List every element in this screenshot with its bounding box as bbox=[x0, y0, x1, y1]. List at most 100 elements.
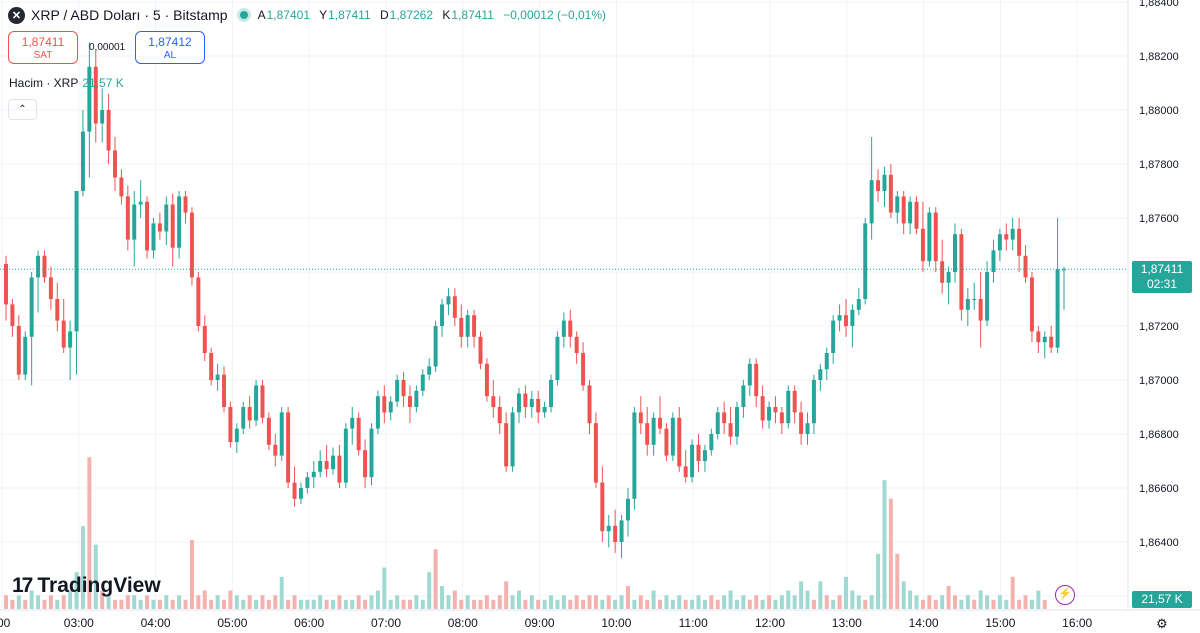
candle-body bbox=[529, 398, 534, 407]
volume-bar bbox=[574, 595, 579, 609]
volume-bar bbox=[888, 498, 893, 609]
candle-body bbox=[318, 461, 323, 472]
candle-body bbox=[260, 385, 265, 418]
candle-body bbox=[279, 412, 284, 456]
candle-body bbox=[292, 482, 297, 499]
volume-bar bbox=[164, 595, 169, 609]
price-tick-label: 1,88400 bbox=[1139, 0, 1179, 9]
ohlc-change: −0,00012 (−0,01%) bbox=[503, 8, 606, 22]
candle-body bbox=[933, 212, 938, 262]
candle-body bbox=[715, 412, 720, 434]
volume-bar bbox=[55, 599, 60, 609]
volume-bar bbox=[106, 595, 111, 609]
volume-bar bbox=[773, 599, 778, 609]
volume-bar bbox=[728, 590, 733, 609]
volume-bar bbox=[1023, 595, 1028, 609]
xrp-icon: ✕ bbox=[8, 6, 25, 24]
volume-bar bbox=[991, 599, 996, 609]
volume-bar bbox=[850, 590, 855, 609]
volume-bar bbox=[80, 526, 85, 609]
volume-bar bbox=[234, 595, 239, 609]
symbol-title[interactable]: XRP / ABD Doları · 5 · Bitstamp bbox=[31, 7, 228, 23]
volume-bar bbox=[318, 595, 323, 609]
candle-body bbox=[901, 196, 906, 224]
time-tick-label: :00 bbox=[0, 616, 11, 630]
volume-bar bbox=[856, 595, 861, 609]
volume-bar bbox=[202, 590, 207, 609]
volume-bar bbox=[10, 599, 15, 609]
candle-body bbox=[658, 417, 663, 429]
candle-body bbox=[722, 412, 727, 424]
volume-bar bbox=[215, 595, 220, 609]
time-axis[interactable]: :00 03:00 04:00 05:00 06:00 07:00 08:00 09:00 10… bbox=[0, 609, 1200, 630]
candle-body bbox=[613, 525, 618, 542]
candle-body bbox=[709, 434, 714, 451]
buy-button[interactable]: 1,87412 AL bbox=[135, 31, 205, 64]
buy-label: AL bbox=[163, 50, 177, 61]
candle-body bbox=[433, 326, 438, 367]
candle-body bbox=[55, 299, 60, 321]
volume-bar bbox=[632, 599, 637, 609]
candle-body bbox=[222, 374, 226, 407]
grid-lines bbox=[0, 0, 1128, 608]
volume-legend[interactable]: Hacim · XRP 21,57 K bbox=[9, 76, 124, 90]
tradingview-logo-icon: 17 bbox=[12, 574, 33, 597]
candle-body bbox=[696, 444, 701, 461]
candle-body bbox=[741, 385, 746, 407]
tradingview-logo[interactable]: 17 TradingView bbox=[12, 574, 161, 598]
volume-bar bbox=[145, 595, 150, 609]
volume-bar bbox=[523, 599, 528, 609]
candle-body bbox=[343, 428, 348, 483]
candle-body bbox=[542, 407, 547, 413]
volume-bar bbox=[664, 595, 669, 609]
candle-body bbox=[29, 277, 34, 337]
candle-body bbox=[670, 417, 675, 456]
candle-body bbox=[856, 299, 861, 310]
time-tick-label: 12:00 bbox=[755, 616, 785, 630]
volume-bar bbox=[177, 595, 182, 609]
candle-body bbox=[555, 336, 560, 380]
candle-body bbox=[157, 223, 162, 232]
candle-body bbox=[561, 320, 566, 337]
volume-bar bbox=[119, 599, 124, 609]
volume-bar bbox=[670, 599, 675, 609]
candle-body bbox=[805, 423, 810, 434]
collapse-legend-button[interactable]: ⌃ bbox=[8, 99, 37, 120]
ohlc-open: 1,87401 bbox=[266, 8, 310, 22]
volume-bar bbox=[125, 595, 130, 609]
volume-bar bbox=[472, 599, 477, 609]
candle-body bbox=[574, 336, 579, 353]
price-axis[interactable]: 1,884001,882001,880001,878001,876001,874… bbox=[1127, 0, 1179, 610]
candle-body bbox=[36, 255, 41, 278]
candle-body bbox=[196, 277, 201, 326]
candle-body bbox=[465, 315, 470, 337]
lightning-icon[interactable]: ⚡ bbox=[1055, 585, 1075, 605]
volume-bar bbox=[786, 590, 791, 609]
volume-bar bbox=[452, 590, 457, 609]
volume-bar bbox=[222, 599, 226, 609]
candle-body bbox=[125, 196, 130, 240]
volume-bar bbox=[542, 599, 547, 609]
ohlc-label-low: D bbox=[379, 8, 389, 22]
candle-body bbox=[177, 196, 182, 248]
time-tick-label: 04:00 bbox=[141, 616, 171, 630]
price-tick-label: 1,87600 bbox=[1139, 213, 1179, 225]
sell-button[interactable]: 1,87411 SAT bbox=[8, 31, 78, 64]
candle-body bbox=[183, 196, 188, 213]
volume-bar bbox=[933, 599, 938, 609]
volume-bar bbox=[311, 599, 316, 609]
sell-price: 1,87411 bbox=[21, 35, 65, 49]
candle-body bbox=[997, 234, 1002, 251]
bar-countdown: 02:31 bbox=[1146, 277, 1178, 291]
volume-bar bbox=[516, 590, 521, 609]
price-tick-label: 1,86800 bbox=[1139, 429, 1179, 441]
volume-bar bbox=[683, 599, 688, 609]
candle-body bbox=[908, 201, 913, 224]
candle-body bbox=[234, 428, 239, 443]
candle-body bbox=[100, 110, 105, 124]
ohlc-values: A1,87401 Y1,87411 D1,87262 K1,87411 −0,0… bbox=[258, 8, 606, 22]
candle-body bbox=[209, 353, 214, 380]
candle-body bbox=[106, 110, 111, 151]
settings-gear-icon[interactable]: ⚙ bbox=[1156, 616, 1168, 631]
